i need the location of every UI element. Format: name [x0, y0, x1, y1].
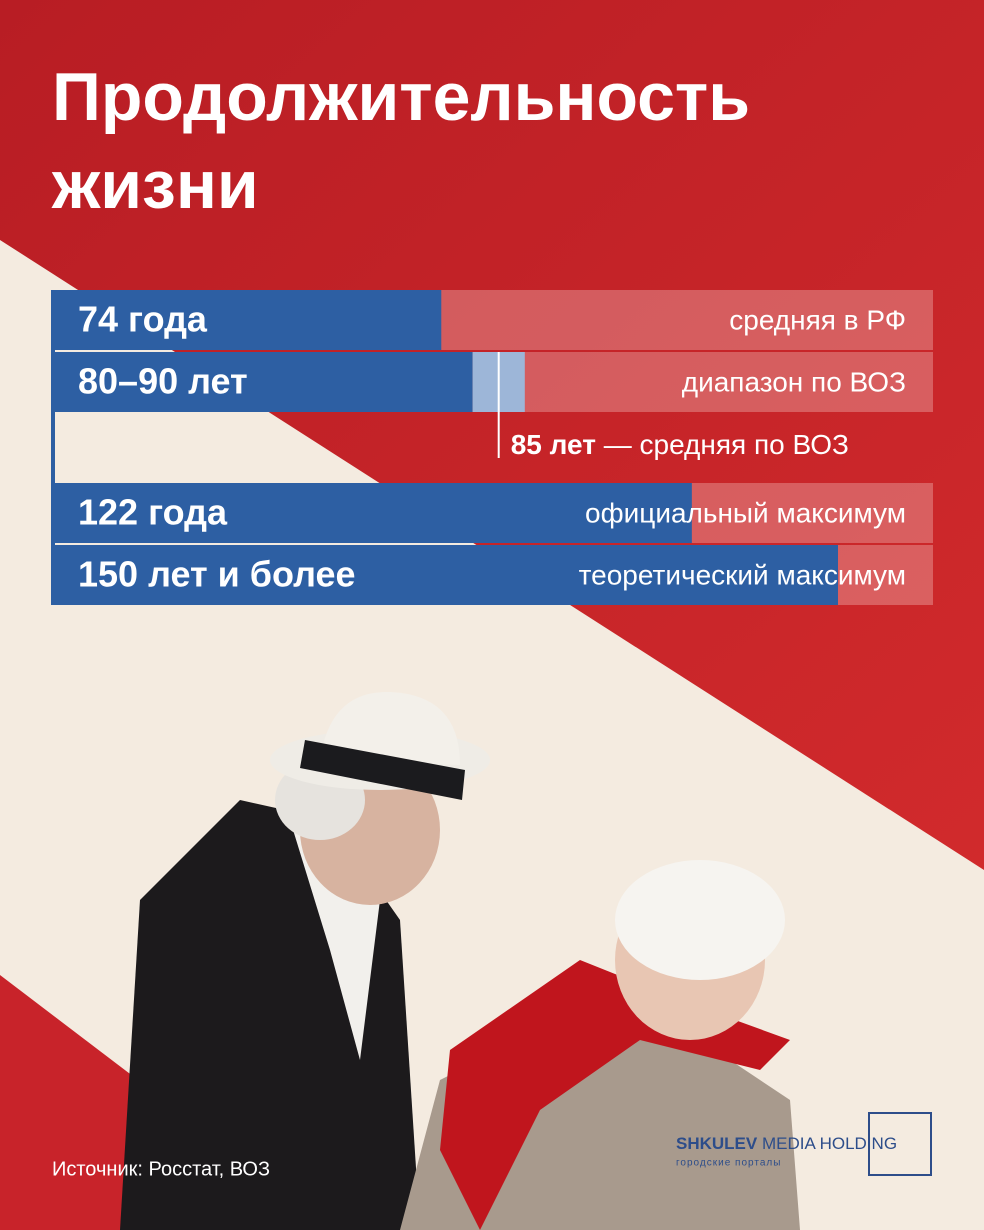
- value-label: 150 лет и более: [78, 554, 356, 595]
- bar: [55, 290, 442, 350]
- bars: 74 года средняя в РФ 80–90 лет диапазон по …: [55, 290, 933, 605]
- bar: [55, 352, 473, 412]
- title-line-1: Продолжительность: [52, 59, 750, 135]
- source: Источник: Росстат, ВОЗ: [52, 1158, 270, 1180]
- marker-label: 85 лет — средняя по ВОЗ: [511, 429, 849, 460]
- logo-text: SHKULEV MEDIA HOLDING: [676, 1134, 897, 1153]
- category-label: официальный максимум: [585, 497, 906, 528]
- value-label: 122 года: [78, 492, 228, 533]
- marker-text: — средняя по ВОЗ: [604, 429, 849, 460]
- logo-rest: MEDIA HOLDING: [762, 1134, 897, 1153]
- bar: [55, 545, 838, 605]
- logo: SHKULEV MEDIA HOLDING городские порталы: [676, 1112, 932, 1176]
- title-line-2: жизни: [51, 147, 259, 223]
- logo-frame: [868, 1112, 932, 1176]
- logo-brand: SHKULEV: [676, 1134, 758, 1153]
- photo: [120, 691, 800, 1230]
- marker-value-label: 85 лет: [511, 429, 596, 460]
- bar: [55, 483, 692, 543]
- value-label: 80–90 лет: [78, 361, 248, 402]
- red-band: [0, 0, 984, 870]
- category-label: средняя в РФ: [729, 304, 906, 335]
- logo-tagline: городские порталы: [676, 1158, 781, 1169]
- value-label: 74 года: [78, 299, 208, 340]
- category-label: диапазон по ВОЗ: [682, 366, 906, 397]
- category-label: теоретический максимум: [579, 559, 906, 590]
